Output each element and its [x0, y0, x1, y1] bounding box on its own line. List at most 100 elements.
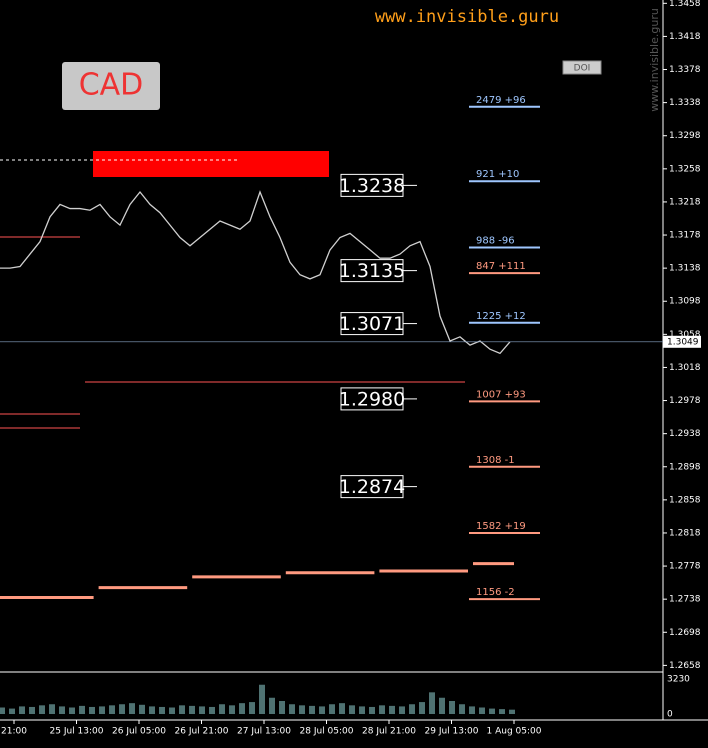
doi-button[interactable]	[562, 60, 602, 75]
watermark: www.invisible.guru	[375, 7, 559, 27]
volume-bar	[509, 709, 515, 714]
volume-bar	[409, 704, 415, 714]
y-tick-label: 1.2858	[669, 495, 701, 505]
level-box	[340, 259, 404, 283]
level-label: 1.2874	[339, 476, 405, 498]
volume-bar	[89, 706, 95, 714]
level-box	[340, 312, 404, 336]
volume-bar	[109, 705, 115, 714]
y-tick-label: 1.3338	[669, 98, 701, 108]
volume-bar	[489, 708, 495, 714]
volume-bar	[129, 703, 135, 714]
y-tick-label: 1.3178	[669, 231, 701, 241]
volume-bar	[179, 705, 185, 714]
order-label: 1308 -1	[476, 455, 515, 466]
current-price-box	[663, 335, 701, 348]
volume-bar	[309, 705, 315, 714]
y-tick-label: 1.3298	[669, 131, 701, 141]
level-box	[340, 387, 404, 411]
order-label: 988 -96	[476, 235, 515, 246]
level-label: 1.2980	[339, 388, 405, 410]
volume-tick-label: 3230	[667, 675, 690, 685]
order-label: 1156 -2	[476, 587, 515, 598]
volume-bar	[49, 704, 55, 714]
x-tick-label: 21:00	[1, 727, 27, 737]
volume-bar	[399, 706, 405, 714]
volume-bar	[259, 684, 265, 714]
chart-title: CAD	[79, 68, 144, 103]
volume-bar	[169, 707, 175, 714]
volume-bar	[29, 706, 35, 714]
volume-bar	[119, 704, 125, 714]
y-tick-label: 1.3098	[669, 297, 701, 307]
y-tick-label: 1.2658	[669, 661, 701, 671]
level-box	[340, 475, 404, 499]
y-tick-label: 1.2978	[669, 396, 701, 406]
title-box	[62, 62, 160, 110]
volume-bar	[319, 706, 325, 714]
volume-bar	[199, 706, 205, 714]
y-tick-label: 1.3138	[669, 264, 701, 274]
volume-bar	[369, 706, 375, 714]
order-label: 921 +10	[476, 169, 519, 180]
volume-bar	[439, 697, 445, 714]
volume-bar	[269, 697, 275, 714]
volume-bar	[469, 706, 475, 714]
y-tick-label: 1.3418	[669, 32, 701, 42]
volume-bar	[339, 703, 345, 714]
y-tick-label: 1.3258	[669, 164, 701, 174]
volume-bar	[419, 702, 425, 714]
y-tick-label: 1.2738	[669, 595, 701, 605]
volume-bar	[389, 705, 395, 714]
current-price-label: 1.3049	[667, 337, 699, 347]
volume-bar	[289, 704, 295, 714]
order-label: 1225 +12	[476, 311, 526, 322]
x-tick-label: 29 Jul 13:00	[425, 727, 479, 737]
level-label: 1.3238	[339, 175, 405, 197]
volume-bar	[239, 703, 245, 714]
volume-bar	[459, 704, 465, 714]
order-label: 2479 +96	[476, 95, 526, 106]
volume-bar	[9, 708, 15, 714]
volume-bar	[349, 705, 355, 714]
volume-bar	[449, 700, 455, 714]
x-tick-label: 1 Aug 05:00	[487, 727, 542, 737]
volume-bar	[79, 705, 85, 714]
volume-bar	[19, 706, 25, 714]
doi-label: DOI	[574, 64, 591, 74]
volume-bar	[499, 709, 505, 714]
level-label: 1.3071	[339, 313, 405, 335]
x-tick-label: 26 Jul 05:00	[112, 727, 166, 737]
volume-bar	[249, 702, 255, 714]
x-tick-label: 25 Jul 13:00	[50, 727, 104, 737]
x-tick-label: 26 Jul 21:00	[175, 727, 229, 737]
volume-bar	[39, 705, 45, 714]
volume-bar	[149, 706, 155, 714]
volume-bar	[59, 706, 65, 714]
y-tick-label: 1.3218	[669, 197, 701, 207]
volume-bar	[299, 705, 305, 714]
volume-bar	[229, 705, 235, 714]
resistance-zone	[93, 151, 329, 177]
y-tick-label: 1.2698	[669, 628, 701, 638]
volume-bar	[479, 707, 485, 714]
volume-bar	[99, 706, 105, 714]
y-tick-label: 1.2818	[669, 528, 701, 538]
volume-bar	[139, 704, 145, 714]
level-label: 1.3135	[339, 260, 405, 282]
x-tick-label: 28 Jul 05:00	[300, 727, 354, 737]
order-label: 1007 +93	[476, 389, 526, 400]
volume-bar	[189, 705, 195, 714]
volume-tick-label: 0	[667, 710, 673, 720]
level-box	[340, 173, 404, 197]
y-tick-label: 1.3018	[669, 363, 701, 373]
order-label: 1582 +19	[476, 521, 526, 532]
y-tick-label: 1.2938	[669, 429, 701, 439]
volume-bar	[159, 706, 165, 714]
y-tick-label: 1.2898	[669, 462, 701, 472]
y-tick-label: 1.3458	[669, 0, 701, 9]
y-tick-label: 1.3378	[669, 65, 701, 75]
volume-bar	[279, 700, 285, 714]
volume-bar	[329, 704, 335, 714]
